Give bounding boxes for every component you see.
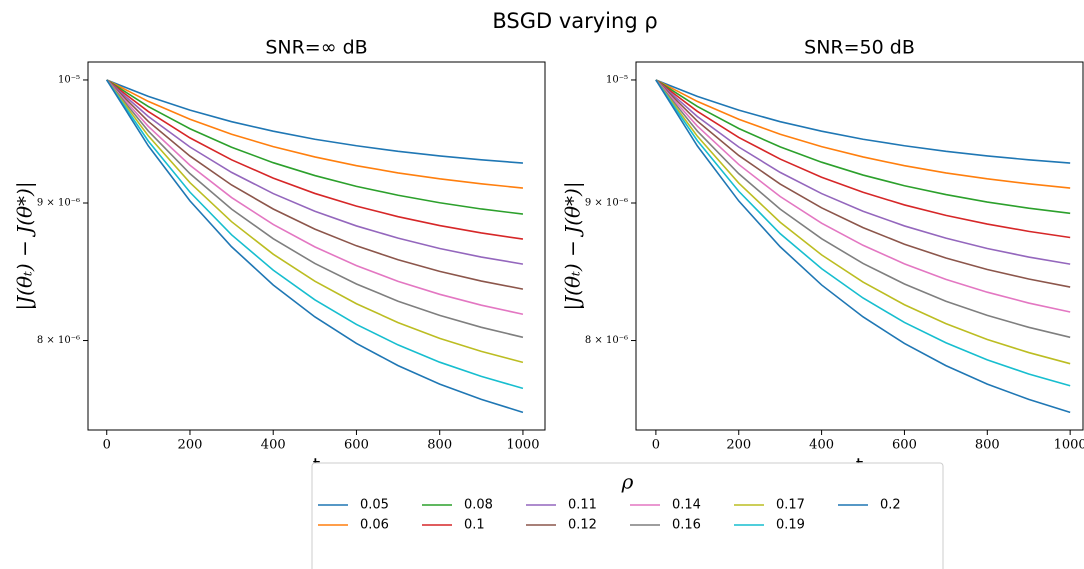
x-tick-label: 800 — [975, 438, 1000, 453]
series-line — [106, 79, 524, 215]
legend-label: 0.06 — [360, 518, 389, 533]
figure-title: BSGD varying ρ — [492, 9, 657, 33]
x-tick-label: 200 — [726, 438, 751, 453]
y-tick-label: 8 × 10⁻⁶ — [585, 335, 628, 346]
series-line — [655, 79, 1071, 387]
y-tick-label: 10⁻⁵ — [606, 74, 628, 85]
legend-label: 0.12 — [568, 518, 597, 533]
legend-frame — [311, 462, 944, 569]
x-tick-label: 0 — [103, 438, 111, 453]
legend-label: 0.14 — [672, 498, 701, 513]
legend-label: 0.19 — [776, 518, 805, 533]
series-line — [655, 79, 1071, 265]
x-tick-label: 1000 — [1054, 438, 1084, 453]
series-line — [106, 79, 524, 265]
y-tick-label: 9 × 10⁻⁶ — [585, 197, 628, 208]
series-line — [655, 79, 1071, 414]
series-line — [655, 79, 1071, 239]
series-line — [655, 79, 1071, 365]
series-line — [106, 79, 524, 339]
series-line — [106, 79, 524, 364]
plot-lines — [655, 79, 1071, 414]
series-line — [655, 79, 1071, 215]
legend-label: 0.08 — [464, 498, 493, 513]
axes-frame — [87, 61, 546, 431]
subplot-title: SNR=∞ dB — [265, 37, 367, 59]
x-tick-label: 400 — [809, 438, 834, 453]
series-line — [655, 79, 1071, 339]
x-tick-label: 0 — [652, 438, 660, 453]
series-line — [106, 79, 524, 189]
legend-label: 0.16 — [672, 518, 701, 533]
legend-label: 0.2 — [880, 498, 901, 513]
legend-label: 0.05 — [360, 498, 389, 513]
legend-label: 0.17 — [776, 498, 805, 513]
x-tick-label: 1000 — [506, 438, 539, 453]
series-line — [655, 79, 1071, 288]
series-line — [106, 79, 524, 290]
series-line — [655, 79, 1071, 164]
series-line — [106, 79, 524, 240]
legend-label: 0.11 — [568, 498, 597, 513]
series-line — [106, 79, 524, 414]
plot-lines — [106, 79, 524, 414]
y-tick-label: 10⁻⁵ — [58, 74, 80, 85]
y-axis-label: |J(θₜ) − J(θ*)| — [561, 181, 586, 310]
x-tick-label: 600 — [892, 438, 917, 453]
x-tick-label: 200 — [178, 438, 203, 453]
subplot-title: SNR=50 dB — [804, 37, 915, 59]
x-tick-label: 800 — [427, 438, 452, 453]
series-line — [655, 79, 1071, 313]
x-tick-label: 600 — [344, 438, 369, 453]
y-axis-label: |J(θₜ) − J(θ*)| — [13, 181, 38, 310]
axes-frame — [635, 61, 1084, 431]
series-line — [106, 79, 524, 164]
legend-title: ρ — [621, 470, 634, 494]
legend-label: 0.1 — [464, 518, 485, 533]
y-tick-label: 9 × 10⁻⁶ — [37, 197, 80, 208]
series-line — [655, 79, 1071, 189]
y-tick-label: 8 × 10⁻⁶ — [37, 335, 80, 346]
x-tick-label: 400 — [261, 438, 286, 453]
series-line — [106, 79, 524, 390]
series-line — [106, 79, 524, 316]
